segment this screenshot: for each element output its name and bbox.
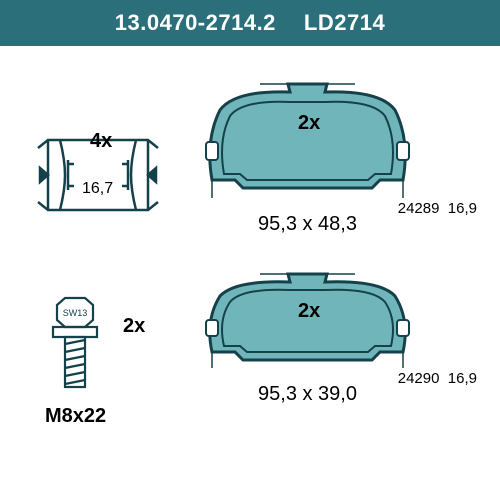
pad1-qty: 2x xyxy=(298,112,320,135)
header-bar: 13.0470-2714.2 LD2714 xyxy=(0,0,500,46)
pad2-dims: 95,3 x 39,0 xyxy=(200,383,415,406)
bolt-hex-label: SW13 xyxy=(63,308,88,318)
pad2-qty: 2x xyxy=(298,300,320,323)
bolt-spec: M8x22 xyxy=(45,405,106,428)
clip-component: 4x 16,7 xyxy=(30,120,190,235)
part-number: 13.0470-2714.2 xyxy=(115,10,276,35)
pad2-code: 24290 16,9 xyxy=(398,370,477,387)
bolt-drawing: SW13 xyxy=(45,290,105,400)
pad1-dims: 95,3 x 48,3 xyxy=(200,213,415,236)
pad1-code: 24289 16,9 xyxy=(398,200,477,217)
pad1-drawing xyxy=(200,80,415,200)
bolt-qty: 2x xyxy=(123,315,145,338)
brake-pad-1: 2x 95,3 x 48,3 24289 16,9 xyxy=(200,80,415,236)
clip-dim: 16,7 xyxy=(82,180,113,198)
diagram-content: 4x 16,7 SW13 2x M8x22 xyxy=(0,50,500,500)
brake-pad-2: 2x 95,3 x 39,0 24290 16,9 xyxy=(200,270,415,406)
ld-code: LD2714 xyxy=(304,10,385,35)
clip-qty: 4x xyxy=(90,130,112,153)
bolt-component: SW13 2x M8x22 xyxy=(45,290,185,405)
